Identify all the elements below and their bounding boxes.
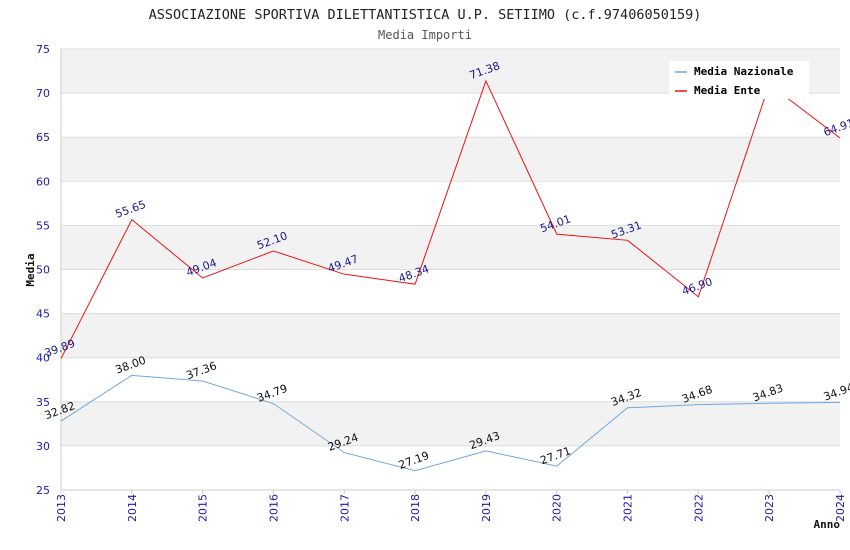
y-tick-label: 60	[36, 175, 50, 188]
series-line-media-nazionale	[60, 374, 841, 472]
y-tick-label: 45	[36, 308, 50, 321]
x-tick-label: 2013	[55, 494, 68, 522]
y-tick-label: 75	[36, 43, 50, 56]
x-axis-label: Anno	[814, 518, 841, 531]
y-tick-label: 50	[36, 264, 50, 277]
x-tick-label: 2016	[267, 494, 280, 522]
x-tick-label: 2015	[197, 494, 210, 522]
x-tick-label: 2014	[126, 494, 139, 522]
y-tick-label: 70	[36, 87, 50, 100]
grid-band	[61, 225, 840, 270]
grid-band	[61, 93, 840, 138]
x-tick-label: 2023	[763, 494, 776, 522]
grid-band	[61, 181, 840, 226]
x-tick-label: 2017	[338, 494, 351, 522]
y-tick-label: 55	[36, 219, 50, 232]
y-tick-label: 25	[36, 484, 50, 497]
grid-band	[61, 313, 840, 358]
grid-band	[61, 445, 840, 490]
x-tick-label: 2020	[551, 494, 564, 522]
legend-label-media-nazionale: Media Nazionale	[694, 65, 794, 78]
x-tick-label: 2024	[834, 494, 847, 522]
legend-label-media-ente: Media Ente	[694, 84, 761, 97]
x-tick-label: 2021	[622, 494, 635, 522]
legend-box	[669, 61, 809, 99]
y-tick-label: 65	[36, 131, 50, 144]
series-lines	[60, 79, 841, 472]
y-tick-label: 35	[36, 396, 50, 409]
plot-background	[61, 49, 840, 490]
y-tick-label: 40	[36, 352, 50, 365]
y-tick-labels: 25 30 35 40 45 50 55 60 65 70 75	[36, 43, 50, 497]
chart-title: ASSOCIAZIONE SPORTIVA DILETTANTISTICA U.…	[149, 7, 702, 23]
y-axis-label: Media	[24, 253, 37, 286]
grid-band	[61, 401, 840, 446]
chart-subtitle: Media Importi	[378, 28, 472, 42]
grid-band	[61, 137, 840, 182]
grid-band	[61, 357, 840, 402]
legend: Media Nazionale Media Ente	[669, 61, 809, 99]
y-tick-label: 30	[36, 440, 50, 453]
axes	[60, 49, 841, 494]
grid-band	[61, 269, 840, 314]
x-tick-labels: 2013 2014 2015 2016 2017 2018 2019 2020 2021 2022…	[55, 494, 847, 522]
x-tick-label: 2018	[409, 494, 422, 522]
x-tick-label: 2019	[480, 494, 493, 522]
x-tick-label: 2022	[692, 494, 705, 522]
series-line-media-ente	[60, 79, 841, 359]
